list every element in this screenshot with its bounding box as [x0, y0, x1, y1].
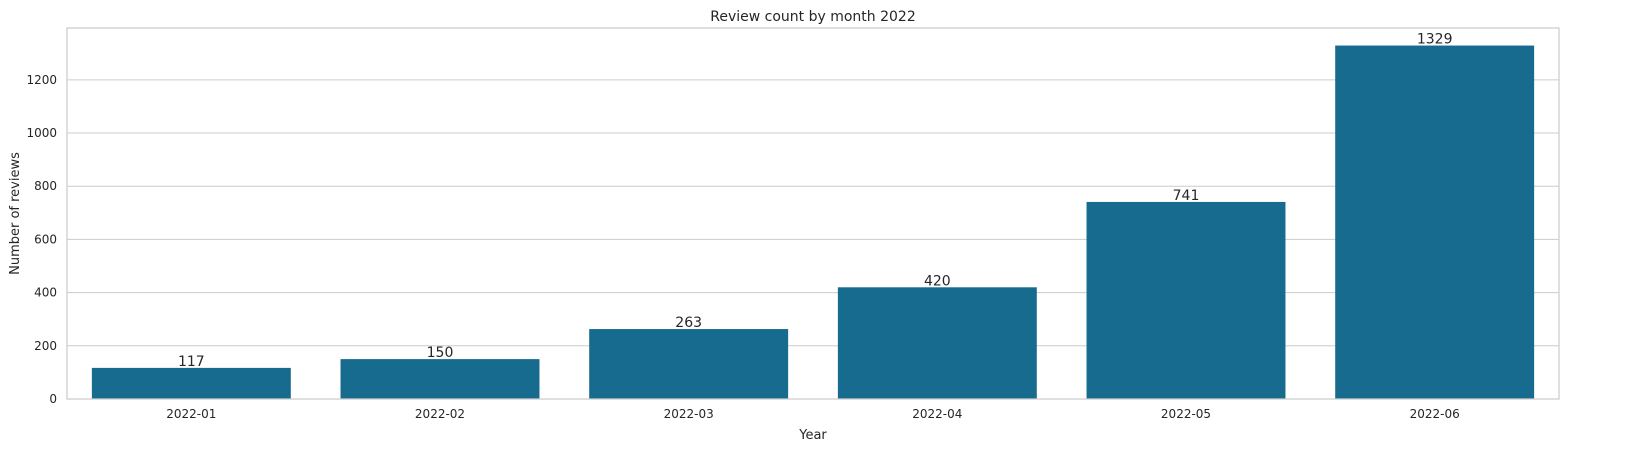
- bar: [91, 367, 291, 399]
- bar: [1086, 201, 1286, 399]
- bar-value-label: 117: [178, 354, 205, 370]
- x-tick-label: 2022-01: [166, 407, 216, 421]
- bar-value-label: 263: [675, 315, 702, 331]
- bar: [340, 359, 540, 399]
- bar-value-label: 1329: [1417, 32, 1453, 48]
- y-tick-label: 400: [34, 286, 57, 300]
- x-axis-label: Year: [798, 428, 827, 443]
- y-axis-label: Number of reviews: [8, 152, 23, 275]
- y-tick-label: 600: [34, 232, 57, 246]
- bar-layer: [91, 45, 1535, 400]
- x-tick-label: 2022-05: [1161, 407, 1211, 421]
- bar-value-label: 741: [1173, 188, 1200, 204]
- y-tick-label: 1000: [26, 126, 57, 140]
- chart-title: Review count by month 2022: [710, 9, 916, 25]
- bar: [1335, 45, 1535, 400]
- x-tick-label: 2022-04: [912, 407, 962, 421]
- x-tick-label: 2022-03: [664, 407, 714, 421]
- x-tick-label: 2022-06: [1410, 407, 1460, 421]
- grid-layer: [67, 79, 1559, 400]
- data-label-layer: 117 150 263 420 741 1329: [178, 32, 1453, 370]
- bar-value-label: 150: [427, 345, 454, 361]
- bar: [837, 287, 1037, 399]
- plot-frame: [66, 27, 1560, 400]
- y-tick-label: 200: [34, 339, 57, 353]
- y-axis-ticks: 0 200 400 600 800 1000 1200: [26, 73, 57, 406]
- x-tick-label: 2022-02: [415, 407, 465, 421]
- bar: [589, 329, 789, 399]
- y-tick-label: 0: [49, 392, 57, 406]
- y-tick-label: 800: [34, 179, 57, 193]
- y-tick-label: 1200: [26, 73, 57, 87]
- bar-value-label: 420: [924, 273, 951, 289]
- x-axis-ticks: 2022-01 2022-02 2022-03 2022-04 2022-05 2022-…: [166, 407, 1459, 421]
